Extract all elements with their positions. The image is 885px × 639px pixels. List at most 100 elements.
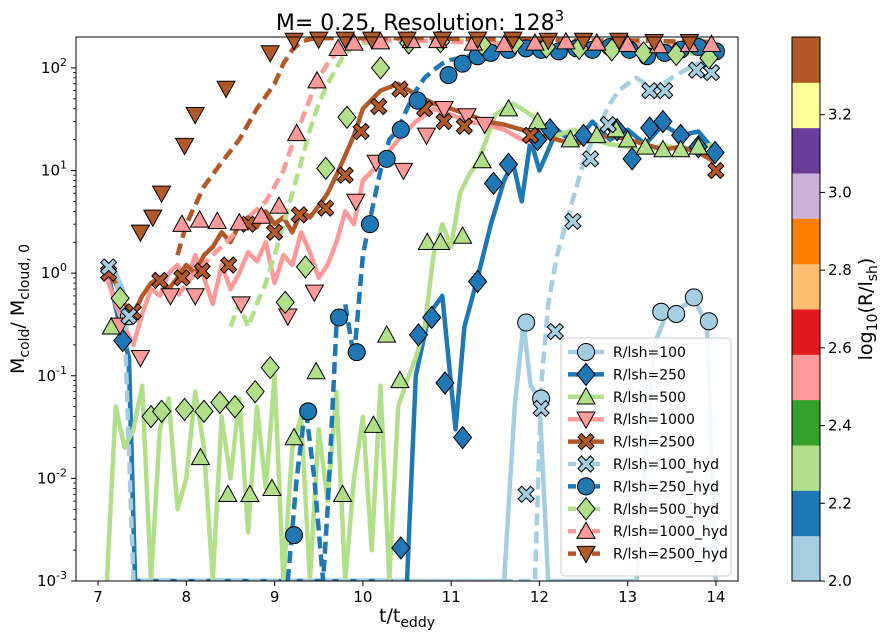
x-axis: 7 8 9 10 11 12 13 14: [93, 581, 725, 606]
series-marker-r-lsh-1000-hyd: [189, 209, 210, 228]
series-marker-r-lsh-500-hyd: [210, 390, 230, 415]
series-marker-r-lsh-250: [653, 109, 673, 134]
legend-label-r-lsh-250: R/lsh=250: [613, 367, 686, 383]
colorbar-frame: [791, 36, 821, 582]
series-marker-r-lsh-2500: [391, 80, 409, 98]
series-marker-r-lsh-1000-hyd: [328, 38, 349, 57]
legend-label-r-lsh-1000-hyd: R/lsh=1000_hyd: [613, 524, 728, 540]
series-marker-r-lsh-2500-hyd: [644, 33, 664, 52]
y-tick-label: 101: [41, 159, 67, 180]
series-marker-r-lsh-250-hyd: [330, 308, 349, 327]
series-marker-r-lsh-500: [430, 232, 451, 250]
y-tick-label: 10-2: [37, 466, 67, 487]
series-marker-r-lsh-1000: [160, 288, 181, 306]
series-marker-r-lsh-1000: [185, 288, 206, 306]
series-marker-r-lsh-2500-hyd: [679, 33, 700, 52]
series-marker-r-lsh-250-hyd: [299, 402, 318, 421]
series-line-r-lsh-100-hyd: [105, 54, 717, 581]
series-marker-r-lsh-500: [390, 370, 410, 389]
series-marker-r-lsh-500: [617, 129, 638, 148]
series-marker-r-lsh-100-hyd: [641, 81, 659, 100]
series-marker-r-lsh-100-hyd: [581, 150, 600, 168]
series-marker-r-lsh-500-hyd: [225, 394, 245, 419]
series-marker-r-lsh-1000: [304, 284, 325, 303]
series-marker-r-lsh-250: [483, 171, 504, 196]
series-marker-r-lsh-500: [262, 478, 282, 497]
series-marker-r-lsh-500: [527, 111, 548, 130]
series-marker-r-lsh-1000: [416, 127, 437, 146]
series-marker-r-lsh-1000: [277, 308, 298, 327]
series-marker-r-lsh-1000: [393, 162, 414, 181]
legend-label-r-lsh-500: R/lsh=500: [613, 390, 686, 406]
colorbar-segment: [792, 218, 820, 265]
series-marker-r-lsh-500-hyd: [260, 355, 280, 380]
colorbar-tick-label: 2.4: [828, 417, 852, 435]
plot-frame: [75, 36, 739, 582]
series-marker-r-lsh-500-hyd: [110, 286, 130, 310]
series-marker-r-lsh-2500-hyd: [185, 106, 206, 125]
series-marker-r-lsh-250: [408, 323, 429, 347]
legend-label-r-lsh-2500-hyd: R/lsh=2500_hyd: [613, 547, 728, 563]
x-axis-title: t/teddy: [379, 605, 435, 631]
colorbar-segment: [792, 490, 820, 537]
legend-marker-r-lsh-500-hyd: [576, 497, 596, 521]
series-marker-r-lsh-1000-hyd: [617, 34, 638, 52]
series-marker-r-lsh-500: [363, 415, 384, 433]
series-marker-r-lsh-1000-hyd: [207, 211, 228, 229]
y-tick-label: 102: [41, 56, 67, 77]
series-marker-r-lsh-100: [667, 304, 686, 323]
series-marker-r-lsh-250: [422, 305, 442, 330]
legend-marker-r-lsh-2500-hyd: [576, 545, 596, 564]
series-marker-r-lsh-2500: [151, 271, 169, 290]
series-marker-r-lsh-1000-hyd: [307, 70, 327, 89]
series-marker-r-lsh-250: [467, 269, 488, 294]
colorbar-segment: [792, 354, 820, 401]
series-marker-r-lsh-2500: [265, 223, 284, 242]
x-tick-label: 13: [618, 588, 637, 606]
series-marker-r-lsh-250: [573, 123, 594, 148]
series-marker-r-lsh-100-hyd: [99, 258, 118, 276]
legend-marker-r-lsh-100: [577, 343, 595, 361]
series-marker-r-lsh-2500: [336, 166, 354, 184]
series-marker-r-lsh-250: [498, 152, 519, 177]
colorbar-tick-label: 2.6: [828, 339, 852, 357]
series-marker-r-lsh-2500: [707, 161, 725, 180]
series-marker-r-lsh-1000: [474, 116, 495, 135]
series-marker-r-lsh-1000-hyd: [525, 32, 545, 51]
series-marker-r-lsh-2500: [219, 256, 238, 274]
series-marker-r-lsh-100-hyd: [599, 115, 617, 134]
series-line-r-lsh-1000: [104, 106, 540, 348]
x-tick-label: 8: [182, 588, 192, 606]
series-marker-r-lsh-250-hyd: [408, 91, 427, 110]
series-marker-r-lsh-2500-hyd: [174, 137, 195, 156]
series-marker-r-lsh-1000: [130, 349, 151, 368]
series-marker-r-lsh-2500-hyd: [151, 185, 172, 204]
legend: R/lsh=100 R/lsh=250 R/lsh=500 R/lsh=1000 R/l…: [560, 337, 732, 577]
legend-marker-r-lsh-250: [576, 362, 596, 387]
legend-label-r-lsh-100: R/lsh=100: [613, 345, 686, 361]
series-marker-r-lsh-250-hyd: [347, 343, 366, 362]
series-marker-r-lsh-500: [560, 129, 581, 148]
y-axis-title: Mcold/ Mcloud, 0: [7, 244, 33, 374]
series-marker-r-lsh-500: [376, 324, 397, 343]
series-marker-r-lsh-250: [452, 425, 473, 450]
series-marker-r-lsh-2500-hyd: [216, 80, 236, 99]
x-tick-label: 9: [270, 588, 280, 606]
series-marker-r-lsh-2500: [521, 126, 540, 145]
series-marker-r-lsh-100: [652, 302, 671, 321]
series-marker-r-lsh-2500-hyd: [467, 31, 488, 50]
series-marker-r-lsh-500: [217, 484, 238, 502]
series-marker-r-lsh-2500: [173, 269, 191, 287]
series-marker-r-lsh-250-hyd: [285, 526, 304, 545]
series-marker-r-lsh-2500-hyd: [130, 224, 151, 243]
series-marker-r-lsh-100-hyd: [656, 81, 674, 100]
series-marker-r-lsh-500: [688, 136, 709, 155]
colorbar-segment: [792, 127, 820, 174]
series-marker-r-lsh-2500: [352, 122, 370, 141]
series-marker-r-lsh-2500-hyd: [260, 45, 281, 63]
series-marker-r-lsh-100: [517, 313, 536, 332]
y-tick-label: 10-3: [37, 569, 67, 590]
series-marker-r-lsh-500-hyd: [275, 290, 295, 315]
series-marker-r-lsh-2500-hyd: [308, 31, 329, 50]
colorbar-segment: [792, 173, 820, 219]
